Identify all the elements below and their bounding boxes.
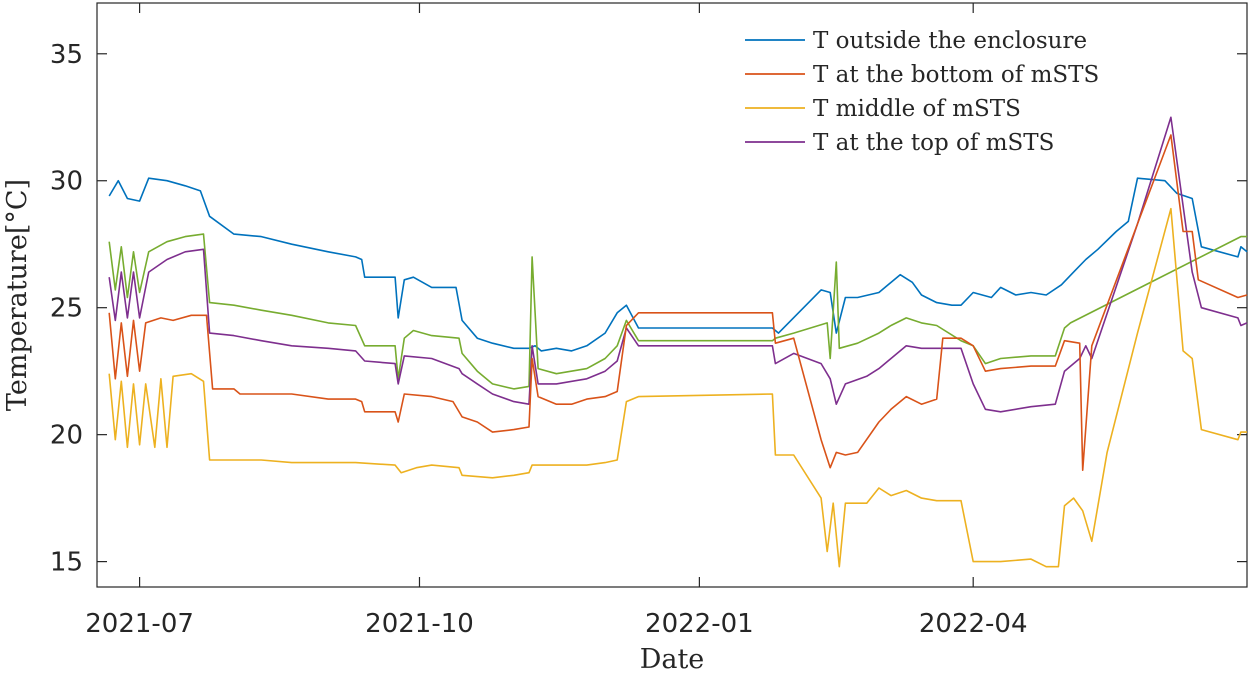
y-tick-label: 15 (50, 548, 83, 578)
series-line-3 (108, 116, 1248, 413)
y-tick-label: 20 (50, 421, 83, 451)
legend-label-3: T at the top of mSTS (813, 130, 1054, 156)
series-line-2 (108, 207, 1247, 568)
y-tick-label: 25 (50, 294, 83, 324)
x-axis-label: Date (640, 644, 705, 674)
series-line-1 (108, 134, 1248, 471)
y-axis: 15 20 25 30 35 (50, 40, 1247, 578)
x-axis: 2021-07 2021-10 2022-01 2022-04 (85, 3, 1028, 639)
x-tick-label: 2022-04 (919, 609, 1028, 639)
series-line-0 (108, 177, 1248, 352)
x-tick-label: 2022-01 (645, 609, 754, 639)
plot-area (96, 2, 1248, 588)
x-tick-label: 2021-10 (365, 609, 474, 639)
y-axis-label: Temperature[°C] (2, 179, 33, 411)
legend-label-1: T at the bottom of mSTS (813, 62, 1099, 88)
y-tick-label: 35 (50, 40, 83, 70)
series-line-4 (108, 233, 1247, 390)
series-group (108, 116, 1248, 568)
legend-label-0: T outside the enclosure (813, 28, 1087, 54)
y-tick-label: 30 (50, 167, 83, 197)
legend-label-2: T middle of mSTS (813, 96, 1021, 122)
legend: T outside the enclosure T at the bottom o… (745, 28, 1099, 156)
x-tick-label: 2021-07 (85, 609, 194, 639)
